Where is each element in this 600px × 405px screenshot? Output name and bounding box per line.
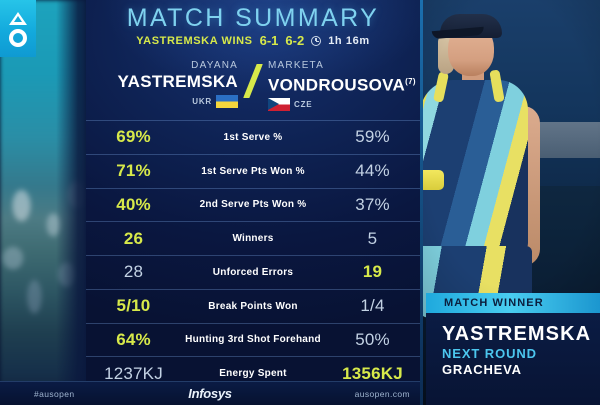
stat-row: 28 Unforced Errors 19 <box>86 255 420 289</box>
ao-logo-a-inner <box>14 16 22 22</box>
stat-label: Break Points Won <box>208 300 298 312</box>
set-score-1: 6-1 <box>259 33 279 48</box>
stat-value-left: 69% <box>116 127 151 147</box>
result-text: YASTREMSKA WINS <box>136 34 253 47</box>
player-left-nationality: UKR <box>95 94 238 108</box>
footer-hashtag: #ausopen <box>34 388 75 399</box>
stat-label: 1st Serve % <box>223 131 283 143</box>
player-left-last-name: YASTREMSKA <box>117 72 238 91</box>
stat-row: 1237KJ Energy Spent 1356KJ <box>86 356 420 390</box>
stat-value-right: 19 <box>362 262 383 282</box>
stats-panel-background <box>86 0 420 405</box>
stat-value-right: 37% <box>355 194 390 214</box>
stat-value-right: 44% <box>355 161 390 181</box>
player-right-country-code: CZE <box>294 100 313 110</box>
page-title: MATCH SUMMARY <box>126 4 380 32</box>
player-dress-top <box>420 80 528 255</box>
stats-table: 69% 1st Serve % 59% 71% 1st Serve Pts Won % 4… <box>86 120 420 383</box>
ao-logo <box>0 0 36 57</box>
player-left-first-name: DAYANA <box>191 60 238 71</box>
stat-value-left: 71% <box>116 161 151 181</box>
footer-website: ausopen.com <box>354 388 410 399</box>
czech-republic-flag-icon <box>268 98 290 112</box>
sponsor-logo: Infosys <box>188 386 232 401</box>
next-round-label: NEXT ROUND <box>442 346 537 361</box>
match-winner-card: MATCH WINNER YASTREMSKA NEXT ROUND GRACH… <box>426 293 600 405</box>
stat-value-left: 5/10 <box>116 296 151 316</box>
stat-label: 1st Serve Pts Won % <box>201 165 305 177</box>
player-right-last-name-text: VONDROUSOVA <box>268 75 406 95</box>
stat-label: Winners <box>232 233 274 245</box>
stat-row: 40% 2nd Serve Pts Won % 37% <box>86 187 420 222</box>
stat-value-right: 1356KJ <box>342 363 403 383</box>
player-left-country-code: UKR <box>192 96 212 106</box>
stat-label: Energy Spent <box>219 368 287 380</box>
stat-value-right: 50% <box>355 329 390 349</box>
stat-value-right: 5 <box>367 228 378 248</box>
player-wristband <box>420 170 444 190</box>
set-score-2: 6-2 <box>285 33 305 48</box>
match-duration: 1h 16m <box>328 34 370 47</box>
player-right: MARKETA VONDROUSOVA(7) CZE <box>258 60 416 112</box>
stat-row: 71% 1st Serve Pts Won % 44% <box>86 153 420 188</box>
stat-value-left: 26 <box>123 228 144 248</box>
ukraine-flag-icon <box>216 94 238 108</box>
stat-row: 26 Winners 5 <box>86 221 420 255</box>
next-round-opponent: GRACHEVA <box>442 362 522 377</box>
stat-row: 5/10 Break Points Won 1/4 <box>86 288 420 323</box>
stat-label: Unforced Errors <box>212 266 294 278</box>
match-winner-banner: MATCH WINNER <box>426 293 600 313</box>
stat-row: 69% 1st Serve % 59% <box>86 120 420 154</box>
photo-left-edge <box>420 0 423 405</box>
stat-value-left: 64% <box>116 329 151 349</box>
stat-label: 2nd Serve Pts Won % <box>199 199 307 211</box>
player-figure <box>420 10 540 405</box>
stat-label: Hunting 3rd Shot Forehand <box>185 334 321 346</box>
ao-logo-o-icon <box>9 29 27 47</box>
stat-value-left: 1237KJ <box>104 363 163 383</box>
stat-value-right: 1/4 <box>360 296 385 316</box>
clock-icon <box>311 35 322 46</box>
result-line: YASTREMSKA WINS 6-1 6-2 1h 16m <box>86 33 420 48</box>
stat-value-left: 40% <box>116 194 151 214</box>
stat-value-left: 28 <box>123 262 144 282</box>
footer-bar: #ausopen Infosys ausopen.com <box>0 381 420 405</box>
player-left: DAYANA YASTREMSKA UKR <box>95 60 248 108</box>
player-right-seed: (7) <box>405 77 416 86</box>
player-right-first-name: MARKETA <box>268 60 324 71</box>
player-right-last-name: VONDROUSOVA(7) <box>268 72 416 95</box>
player-right-nationality: CZE <box>268 98 411 112</box>
match-winner-body: YASTREMSKA NEXT ROUND GRACHEVA <box>426 313 600 405</box>
match-winner-name: YASTREMSKA <box>442 323 592 345</box>
players-row: DAYANA YASTREMSKA UKR MARKETA VONDROUSOV… <box>86 60 420 118</box>
stat-value-right: 59% <box>355 127 390 147</box>
stat-row: 64% Hunting 3rd Shot Forehand 50% <box>86 322 420 357</box>
